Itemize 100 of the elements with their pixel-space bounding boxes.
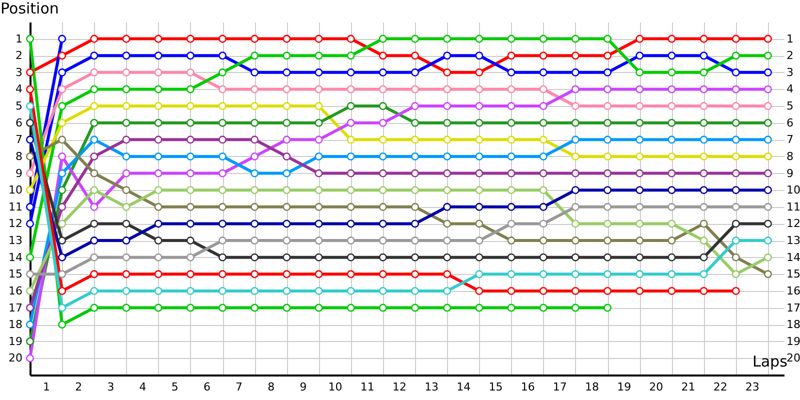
y-tick-label: 13 xyxy=(8,234,22,248)
point xyxy=(186,52,194,60)
y-tick-label: 8 xyxy=(16,150,22,163)
x-tick-label: 10 xyxy=(328,380,342,394)
point xyxy=(122,253,130,262)
point xyxy=(539,136,548,144)
x-tick-label: 2 xyxy=(75,380,82,394)
point xyxy=(732,220,740,228)
point xyxy=(443,152,452,160)
point xyxy=(314,186,323,194)
point xyxy=(636,286,644,295)
point xyxy=(539,118,548,127)
point xyxy=(571,34,580,43)
point xyxy=(90,85,98,94)
point xyxy=(475,152,484,160)
point xyxy=(571,85,580,94)
point xyxy=(58,253,66,262)
x-tick-label: 17 xyxy=(552,380,567,394)
point xyxy=(668,286,676,295)
point xyxy=(668,270,676,278)
point xyxy=(122,152,130,160)
point xyxy=(604,202,612,211)
point xyxy=(411,202,420,211)
x-tick-label: 8 xyxy=(268,380,275,394)
x-tick-label: 11 xyxy=(360,380,374,394)
x-tick-label: 12 xyxy=(392,380,406,394)
point xyxy=(90,236,98,245)
point xyxy=(668,102,676,110)
point xyxy=(571,236,580,245)
y-tick-label: 19 xyxy=(8,334,22,348)
point xyxy=(700,286,708,295)
point xyxy=(604,286,612,295)
point xyxy=(186,152,194,160)
y-tick-label: 10 xyxy=(8,184,22,197)
point xyxy=(154,202,162,211)
point xyxy=(154,34,162,43)
y-tick-label: 11 xyxy=(8,200,22,214)
point xyxy=(250,286,259,295)
point xyxy=(122,68,130,76)
point xyxy=(154,136,162,144)
point xyxy=(282,186,291,194)
point xyxy=(732,68,740,76)
point xyxy=(571,68,580,76)
point xyxy=(732,34,740,43)
point xyxy=(122,186,130,194)
point xyxy=(507,304,516,312)
point xyxy=(411,52,420,60)
y2-tick-label: 4 xyxy=(786,82,794,96)
point xyxy=(346,34,355,43)
point xyxy=(604,34,612,43)
point xyxy=(475,34,484,43)
point xyxy=(378,68,387,76)
point xyxy=(26,354,34,362)
y2-tick-label: 6 xyxy=(786,116,794,130)
point xyxy=(378,52,387,60)
point xyxy=(58,304,66,312)
point xyxy=(764,270,772,278)
point xyxy=(186,169,194,178)
point xyxy=(475,286,484,295)
point xyxy=(411,68,420,76)
point xyxy=(539,202,548,211)
point xyxy=(186,236,194,245)
point xyxy=(346,253,355,262)
point xyxy=(218,136,227,144)
y2-tick-label: 7 xyxy=(786,133,794,146)
point xyxy=(764,52,772,60)
point xyxy=(58,186,66,194)
point xyxy=(507,286,516,295)
point xyxy=(539,169,548,178)
point xyxy=(154,169,162,178)
point xyxy=(732,202,740,211)
point xyxy=(571,52,580,60)
point xyxy=(764,34,772,43)
point xyxy=(668,68,676,76)
point xyxy=(90,253,98,262)
point xyxy=(475,85,484,94)
point xyxy=(122,34,130,43)
y-tick-label: 6 xyxy=(16,116,22,130)
point xyxy=(571,270,580,278)
point xyxy=(26,186,34,194)
point xyxy=(411,169,420,178)
x-tick-label: 14 xyxy=(456,380,471,394)
point xyxy=(250,52,259,60)
point xyxy=(250,102,259,110)
point xyxy=(700,152,708,160)
point xyxy=(764,68,772,76)
point xyxy=(668,169,676,178)
point xyxy=(668,85,676,94)
point xyxy=(346,102,355,110)
point xyxy=(378,304,387,312)
point xyxy=(154,304,162,312)
point xyxy=(122,118,130,127)
point xyxy=(58,236,66,245)
y2-tick-label: 13 xyxy=(786,234,800,248)
point xyxy=(475,52,484,60)
point xyxy=(700,186,708,194)
point xyxy=(378,286,387,295)
y-tick-label: 1 xyxy=(16,32,22,46)
x-tick-label: 19 xyxy=(617,380,632,394)
y2-tick-label: 16 xyxy=(786,284,800,298)
